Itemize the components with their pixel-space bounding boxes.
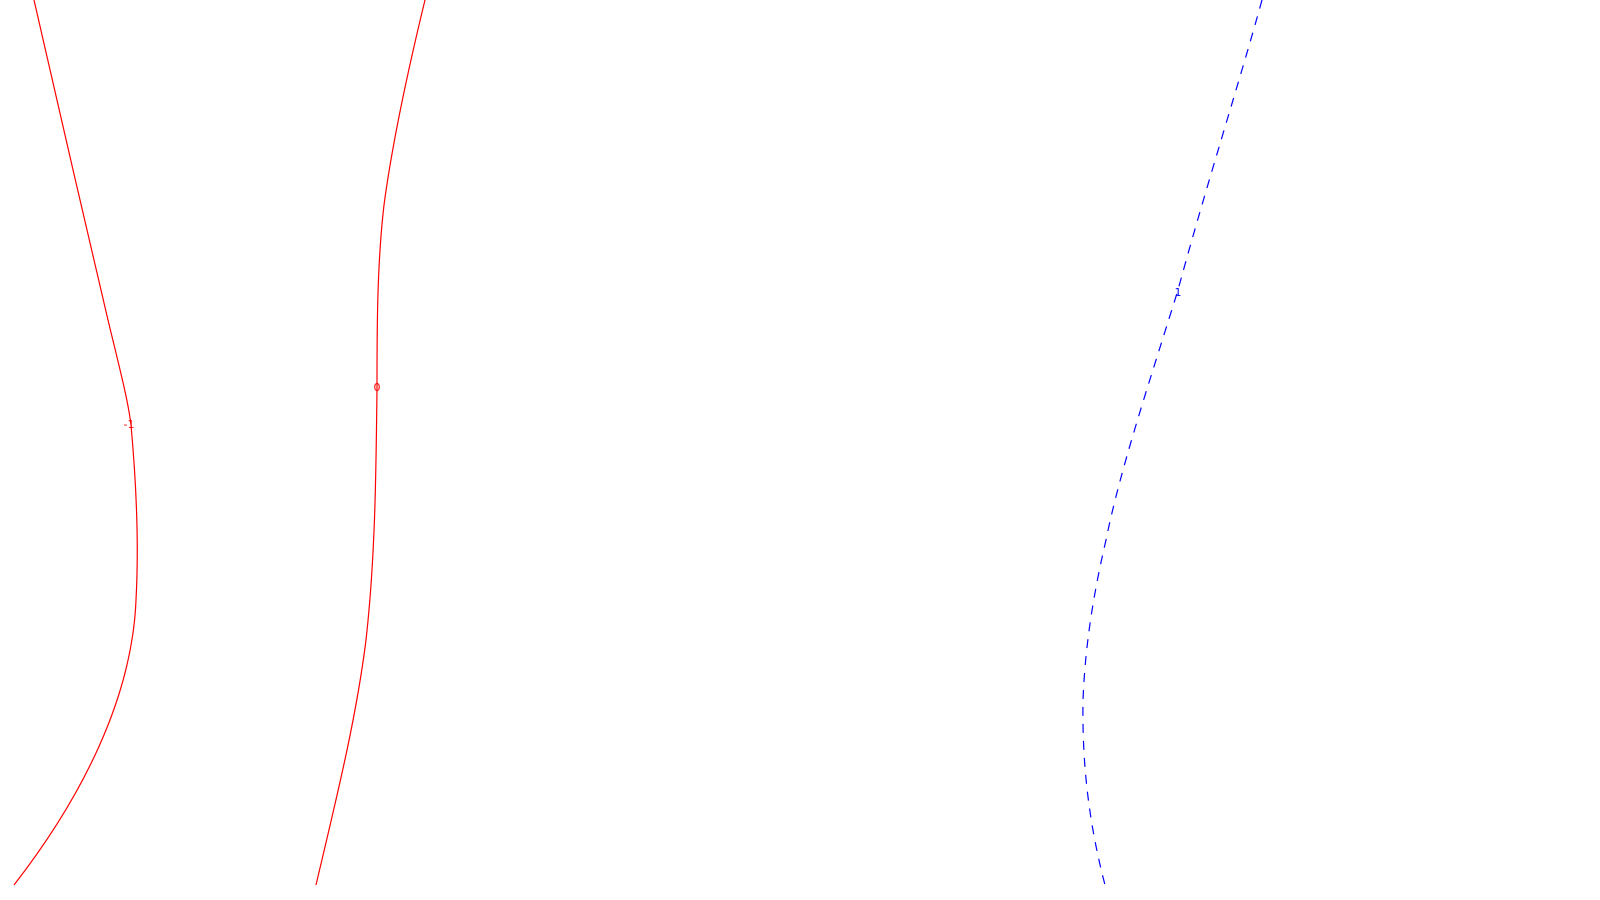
contour-label-0: 0 (374, 381, 381, 394)
contour-label-1: 1 (1175, 286, 1182, 299)
contour-path (1082, 0, 1263, 886)
contour-line-0: 0 (315, 0, 426, 886)
contour-path (315, 0, 426, 886)
contour-line-minus-1: -1 (13, 0, 138, 886)
contour-path (13, 0, 138, 886)
contour-line-1: 1 (1082, 0, 1263, 886)
contour-label-minus-1: -1 (124, 418, 135, 431)
